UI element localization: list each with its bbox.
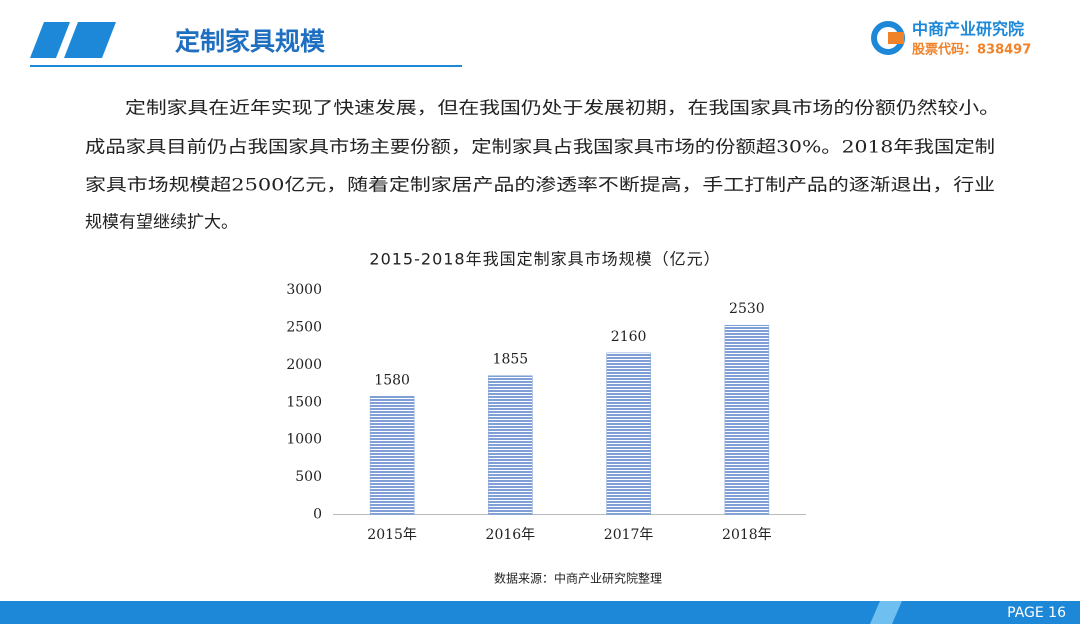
paragraph-line: 成品家具目前仍占我国家具市场主要份额，定制家具占我国家具市场的份额超30%。20… xyxy=(85,138,995,158)
bar xyxy=(606,352,651,515)
bar xyxy=(488,375,533,515)
paragraph-line: 规模有望继续扩大。 xyxy=(85,213,238,233)
x-tick-label: 2015年 xyxy=(367,527,417,543)
value-label: 2530 xyxy=(729,301,765,317)
chart-title: 2015-2018年我国定制家具市场规模（亿元） xyxy=(369,250,720,269)
paragraph-line: 定制家具在近年实现了快速发展，但在我国仍处于发展初期，在我国家具市场的份额仍然较… xyxy=(125,99,1000,119)
header-title: 定制家具规模 xyxy=(175,27,326,56)
value-label: 1580 xyxy=(374,372,410,388)
paragraph-line: 家具市场规模超2500亿元，随着定制家居产品的渗透率不断提高，手工打制产品的逐渐… xyxy=(85,176,995,196)
x-tick-label: 2016年 xyxy=(486,527,536,543)
header-shape xyxy=(64,22,116,58)
logo-code: 股票代码：838497 xyxy=(912,42,1031,58)
footer-shape xyxy=(870,601,902,624)
value-label: 1855 xyxy=(493,352,529,368)
page-number: PAGE 16 xyxy=(1007,605,1066,621)
x-tick-label: 2017年 xyxy=(604,527,654,543)
y-tick-label: 2500 xyxy=(286,319,322,335)
footer-bar xyxy=(0,601,1080,624)
logo-icon xyxy=(888,32,904,44)
bar xyxy=(369,396,415,515)
y-tick-label: 1000 xyxy=(286,432,322,448)
source-note: 数据来源：中商产业研究院整理 xyxy=(494,571,662,586)
x-tick-label: 2018年 xyxy=(722,527,772,543)
y-tick-label: 1500 xyxy=(286,394,322,410)
bar xyxy=(724,324,770,515)
value-label: 2160 xyxy=(611,329,647,345)
y-tick-label: 2000 xyxy=(286,357,322,373)
y-tick-label: 500 xyxy=(295,469,322,485)
plot: 0 500 1000 1500 2000 2500 3000 2015年 1580 2016年 18… xyxy=(286,282,771,543)
y-tick-label: 3000 xyxy=(286,282,322,298)
header-shape xyxy=(30,22,70,58)
y-tick-label: 0 xyxy=(313,507,322,523)
logo-name: 中商产业研究院 xyxy=(912,20,1024,39)
